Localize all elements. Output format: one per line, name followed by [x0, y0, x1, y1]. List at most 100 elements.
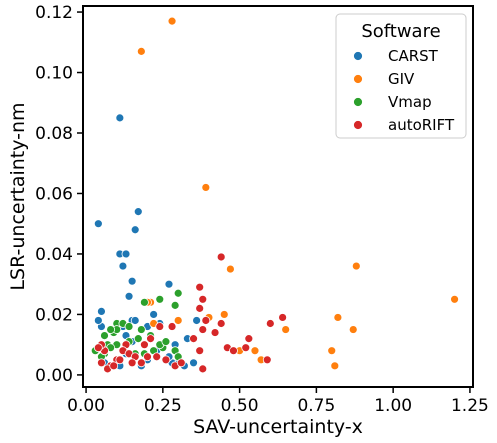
- data-point-autorift-26: [136, 358, 146, 368]
- data-point-vmap-1: [155, 294, 165, 304]
- data-point-carst-4: [118, 261, 128, 271]
- legend-box: [335, 13, 467, 139]
- x-tick-label-1: 0.25: [144, 396, 182, 416]
- data-point-autorift-37: [152, 352, 162, 362]
- data-point-autorift-9: [201, 316, 211, 325]
- y-tick-label-3: 0.06: [35, 184, 73, 204]
- data-point-giv-5: [225, 264, 235, 274]
- data-point-giv-0: [167, 16, 177, 26]
- legend-label-carst: CARST: [388, 47, 439, 65]
- x-axis-label: SAV-uncertainty-x: [193, 416, 363, 438]
- data-point-autorift-11: [244, 334, 254, 344]
- data-point-autorift-33: [109, 361, 119, 371]
- data-point-autorift-1: [195, 282, 205, 292]
- data-point-giv-16: [333, 313, 343, 322]
- data-point-autorift-8: [198, 325, 208, 334]
- data-point-carst-9: [97, 306, 106, 316]
- data-point-vmap-10: [106, 325, 116, 334]
- data-point-autorift-18: [155, 322, 165, 331]
- data-point-autorift-15: [262, 355, 272, 365]
- points-layer: [90, 16, 459, 374]
- data-point-vmap-16: [133, 334, 143, 344]
- data-point-autorift-38: [176, 358, 186, 368]
- x-tick-label-4: 1.00: [374, 396, 412, 416]
- data-point-carst-33: [189, 358, 198, 368]
- data-point-vmap-11: [136, 325, 146, 334]
- data-point-autorift-16: [195, 346, 205, 356]
- data-point-autorift-5: [195, 303, 205, 313]
- legend-marker-giv: [353, 74, 363, 84]
- data-point-giv-10: [173, 316, 183, 325]
- data-point-autorift-41: [127, 358, 137, 368]
- data-point-autorift-3: [265, 319, 275, 328]
- legend: Software CARST GIV Vmap autoRIFT: [335, 13, 467, 139]
- data-point-carst-6: [133, 207, 143, 217]
- data-point-giv-4: [450, 294, 459, 304]
- data-point-autorift-0: [216, 252, 226, 262]
- data-point-giv-15: [327, 346, 337, 356]
- data-point-autorift-14: [241, 343, 251, 353]
- data-point-giv-18: [330, 361, 340, 371]
- data-point-autorift-4: [198, 294, 208, 304]
- data-point-autorift-2: [278, 313, 288, 322]
- data-point-autorift-7: [210, 328, 220, 337]
- y-axis-label: LSR-uncertainty-nm: [7, 102, 29, 290]
- y-tick-label-0: 0.00: [35, 366, 73, 386]
- data-point-vmap-3: [170, 300, 180, 310]
- plot-frame: [82, 5, 474, 388]
- data-point-autorift-10: [189, 334, 198, 344]
- data-point-autorift-6: [216, 319, 226, 328]
- data-point-autorift-40: [115, 355, 125, 365]
- data-point-autorift-13: [229, 346, 238, 356]
- data-point-carst-0: [93, 219, 103, 229]
- legend-marker-vmap: [353, 97, 363, 107]
- x-tick-label-5: 1.25: [451, 396, 489, 416]
- data-point-vmap-2: [173, 288, 183, 298]
- data-point-carst-5: [130, 225, 140, 235]
- y-tick-label-1: 0.02: [35, 305, 73, 325]
- data-point-carst-1: [115, 113, 125, 123]
- data-point-carst-30: [192, 316, 202, 325]
- data-point-autorift-36: [143, 352, 152, 362]
- y-tick-label-5: 0.10: [35, 64, 73, 84]
- data-point-carst-14: [130, 316, 140, 325]
- x-tick-label-2: 0.50: [221, 396, 259, 416]
- data-point-giv-17: [348, 325, 358, 334]
- data-point-giv-3: [351, 261, 361, 271]
- data-point-carst-7: [124, 291, 134, 301]
- data-point-autorift-39: [93, 343, 103, 353]
- data-point-autorift-19: [167, 322, 177, 331]
- data-point-vmap-0: [140, 297, 149, 307]
- data-point-autorift-17: [198, 364, 208, 374]
- legend-label-autorift: autoRIFT: [388, 116, 455, 134]
- y-tick-label-2: 0.04: [35, 245, 73, 265]
- data-point-giv-2: [201, 183, 211, 192]
- data-point-carst-19: [149, 310, 159, 319]
- data-point-autorift-31: [97, 358, 106, 368]
- legend-marker-carst: [353, 51, 363, 61]
- data-point-giv-1: [136, 46, 146, 56]
- data-point-vmap-22: [161, 337, 171, 347]
- x-tick-label-3: 0.75: [297, 396, 335, 416]
- data-point-vmap-9: [100, 331, 109, 341]
- data-point-carst-8: [127, 276, 137, 286]
- data-point-autorift-20: [146, 334, 155, 344]
- data-point-giv-6: [219, 310, 229, 319]
- legend-title: Software: [361, 21, 440, 42]
- legend-entries: CARST GIV Vmap autoRIFT: [353, 47, 455, 134]
- data-point-carst-11: [93, 316, 103, 325]
- legend-marker-autorift: [353, 120, 363, 130]
- data-point-vmap-6: [124, 322, 134, 331]
- data-point-autorift-34: [161, 355, 171, 365]
- data-point-giv-14: [281, 325, 291, 334]
- x-tick-label-0: 0.00: [67, 396, 105, 416]
- data-point-carst-3: [121, 249, 131, 259]
- data-point-carst-12: [164, 279, 174, 289]
- y-tick-label-6: 0.12: [35, 3, 73, 23]
- legend-label-giv: GIV: [388, 70, 415, 88]
- data-point-giv-12: [250, 346, 260, 356]
- legend-label-vmap: Vmap: [388, 93, 432, 111]
- y-tick-label-4: 0.08: [35, 124, 73, 144]
- data-point-autorift-21: [140, 340, 149, 350]
